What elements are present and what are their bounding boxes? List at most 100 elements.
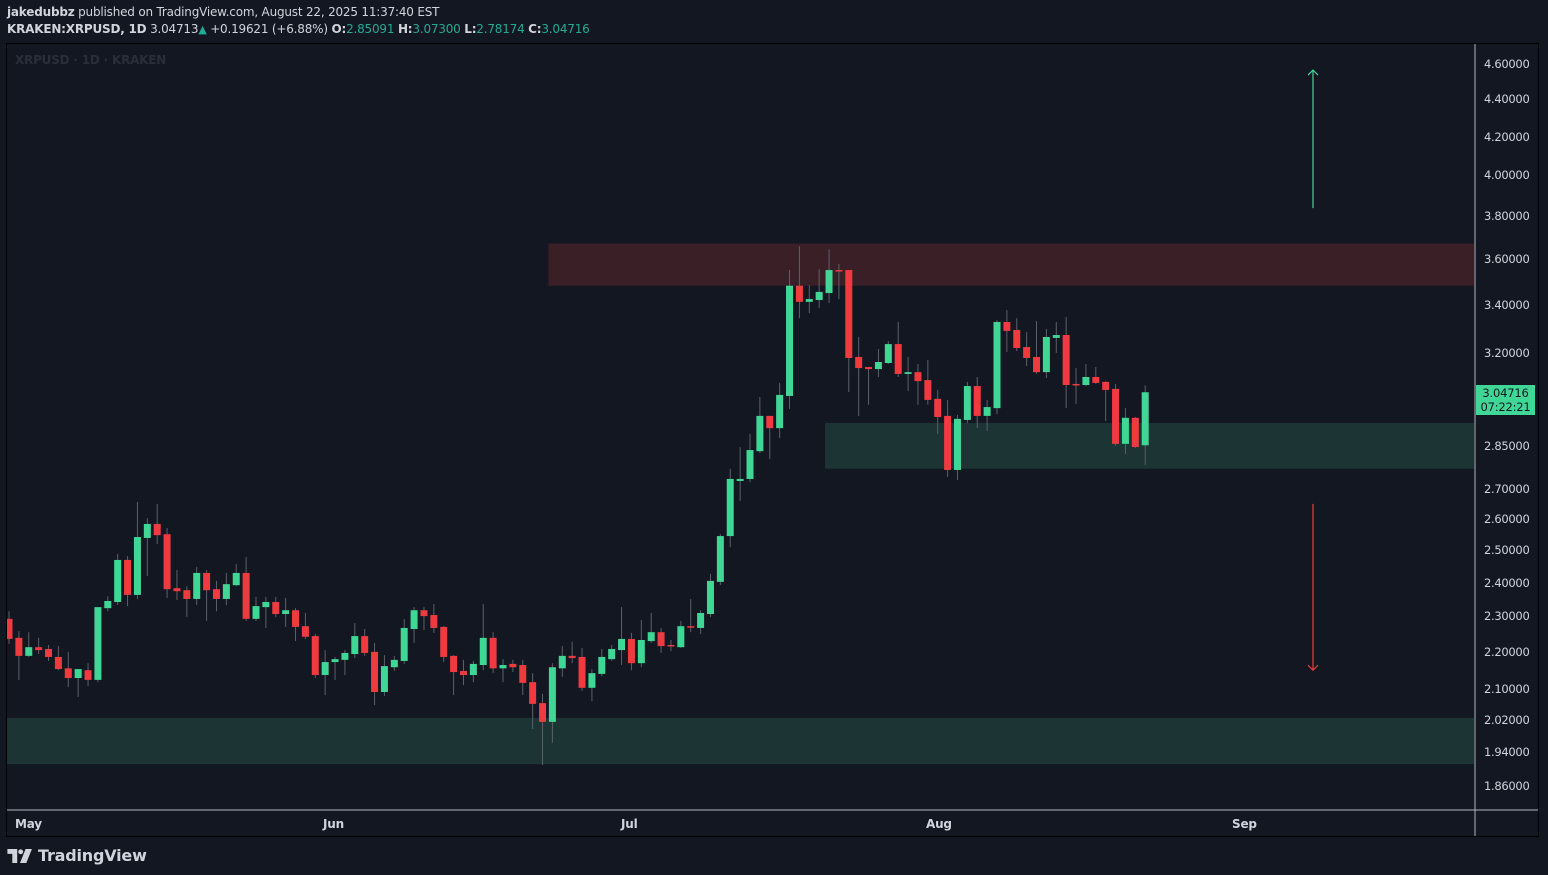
bearish-candle bbox=[578, 656, 586, 688]
bullish-candle bbox=[380, 666, 388, 692]
price-tick-label: 3.80000 bbox=[1484, 209, 1530, 224]
bearish-candle bbox=[865, 367, 873, 370]
bearish-candle bbox=[1131, 417, 1139, 447]
month-tick-label: Sep bbox=[1232, 817, 1257, 831]
last-price-tag-value: 3.04716 bbox=[1482, 386, 1529, 400]
bearish-candle bbox=[153, 523, 161, 536]
chart-frame bbox=[6, 43, 1539, 837]
bearish-candle bbox=[489, 637, 497, 669]
bearish-candle bbox=[944, 415, 952, 470]
bearish-candle bbox=[973, 386, 981, 416]
open-label: O: bbox=[331, 22, 347, 36]
bullish-candle bbox=[953, 418, 961, 470]
bearish-candle bbox=[459, 670, 467, 676]
bullish-candle bbox=[608, 648, 616, 660]
bearish-candle bbox=[795, 285, 803, 302]
bullish-candle bbox=[351, 636, 359, 655]
close-label: C: bbox=[528, 22, 542, 36]
bearish-candle bbox=[667, 645, 675, 647]
bullish-candle bbox=[618, 638, 626, 651]
bearish-candle bbox=[212, 589, 220, 599]
bullish-candle bbox=[74, 669, 82, 679]
bearish-candle bbox=[1003, 321, 1011, 331]
bullish-candle bbox=[825, 270, 833, 294]
price-tick-label: 2.85000 bbox=[1484, 438, 1530, 453]
bearish-candle bbox=[1112, 388, 1120, 444]
bullish-candle bbox=[25, 647, 33, 656]
price-change: +0.19621 (+6.88%) bbox=[210, 22, 328, 36]
bullish-candle bbox=[697, 612, 705, 628]
low-value: 2.78174 bbox=[476, 22, 525, 36]
bearish-candle bbox=[54, 656, 62, 670]
price-tick-label: 2.70000 bbox=[1484, 481, 1530, 496]
bullish-candle bbox=[963, 386, 971, 420]
bearish-candle bbox=[1023, 347, 1031, 358]
bullish-candle bbox=[1121, 417, 1129, 444]
bearish-candle bbox=[1013, 329, 1021, 349]
bearish-candle bbox=[687, 626, 695, 628]
bullish-candle bbox=[756, 415, 764, 452]
bearish-candle bbox=[766, 415, 774, 429]
bullish-candle bbox=[193, 572, 201, 599]
bullish-candle bbox=[548, 667, 556, 722]
bullish-candle bbox=[341, 652, 349, 660]
bearish-candle bbox=[450, 655, 458, 673]
bearish-candle bbox=[529, 682, 537, 704]
arrow-head-icon bbox=[1307, 69, 1319, 76]
open-value: 2.85091 bbox=[346, 22, 395, 36]
tradingview-brand: TradingView bbox=[38, 846, 147, 865]
bullish-candle bbox=[706, 580, 714, 615]
bearish-candle bbox=[657, 632, 665, 647]
bullish-candle bbox=[598, 656, 606, 674]
bearish-candle bbox=[163, 534, 171, 590]
bullish-candle bbox=[726, 478, 734, 537]
bearish-candle bbox=[627, 638, 635, 664]
bullish-candle bbox=[390, 659, 398, 668]
bullish-candle bbox=[410, 610, 418, 630]
bullish-candle bbox=[1082, 376, 1090, 385]
bearish-candle bbox=[203, 572, 211, 591]
bullish-candle bbox=[133, 537, 141, 595]
bearish-candle bbox=[1102, 381, 1110, 390]
bearish-candle bbox=[242, 572, 250, 619]
price-tick-label: 2.40000 bbox=[1484, 575, 1530, 590]
bearish-candle bbox=[35, 647, 43, 651]
month-tick-label: Jul bbox=[621, 817, 638, 831]
bearish-candle bbox=[292, 610, 300, 627]
price-tick-label: 2.60000 bbox=[1484, 511, 1530, 526]
bearish-candle bbox=[45, 648, 53, 657]
bullish-candle bbox=[282, 610, 290, 615]
low-label: L: bbox=[464, 22, 477, 36]
close-value: 3.04716 bbox=[541, 22, 590, 36]
bullish-candle bbox=[884, 344, 892, 364]
bearish-candle bbox=[1062, 335, 1070, 385]
bullish-candle bbox=[588, 673, 596, 688]
bullish-candle bbox=[647, 632, 655, 642]
bearish-candle bbox=[173, 588, 181, 592]
bullish-candle bbox=[677, 626, 685, 648]
price-tick-label: 2.50000 bbox=[1484, 542, 1530, 557]
high-value: 3.07300 bbox=[412, 22, 461, 36]
tradingview-logo[interactable]: TradingView bbox=[7, 846, 147, 865]
bearish-candle bbox=[568, 655, 576, 659]
bearish-candle bbox=[1033, 356, 1041, 373]
author-name[interactable]: jakedubbz bbox=[7, 5, 75, 19]
bearish-candle bbox=[420, 610, 428, 617]
bullish-candle bbox=[499, 665, 507, 669]
price-tick-label: 2.30000 bbox=[1484, 609, 1530, 624]
bullish-candle bbox=[232, 572, 240, 586]
bearish-candle bbox=[539, 703, 547, 722]
bearish-candle bbox=[1072, 383, 1080, 386]
bullish-candle bbox=[94, 607, 102, 680]
last-price: 3.04713 bbox=[150, 22, 199, 36]
bearish-candle bbox=[924, 380, 932, 400]
demand-zone bbox=[825, 422, 1474, 469]
bullish-candle bbox=[222, 584, 230, 599]
bar-countdown: 07:22:21 bbox=[1480, 400, 1531, 414]
bearish-candle bbox=[84, 670, 92, 680]
month-tick-label: May bbox=[15, 817, 42, 831]
bullish-candle bbox=[262, 602, 270, 608]
price-tick-label: 2.02000 bbox=[1484, 712, 1530, 727]
bearish-candle bbox=[855, 356, 863, 369]
